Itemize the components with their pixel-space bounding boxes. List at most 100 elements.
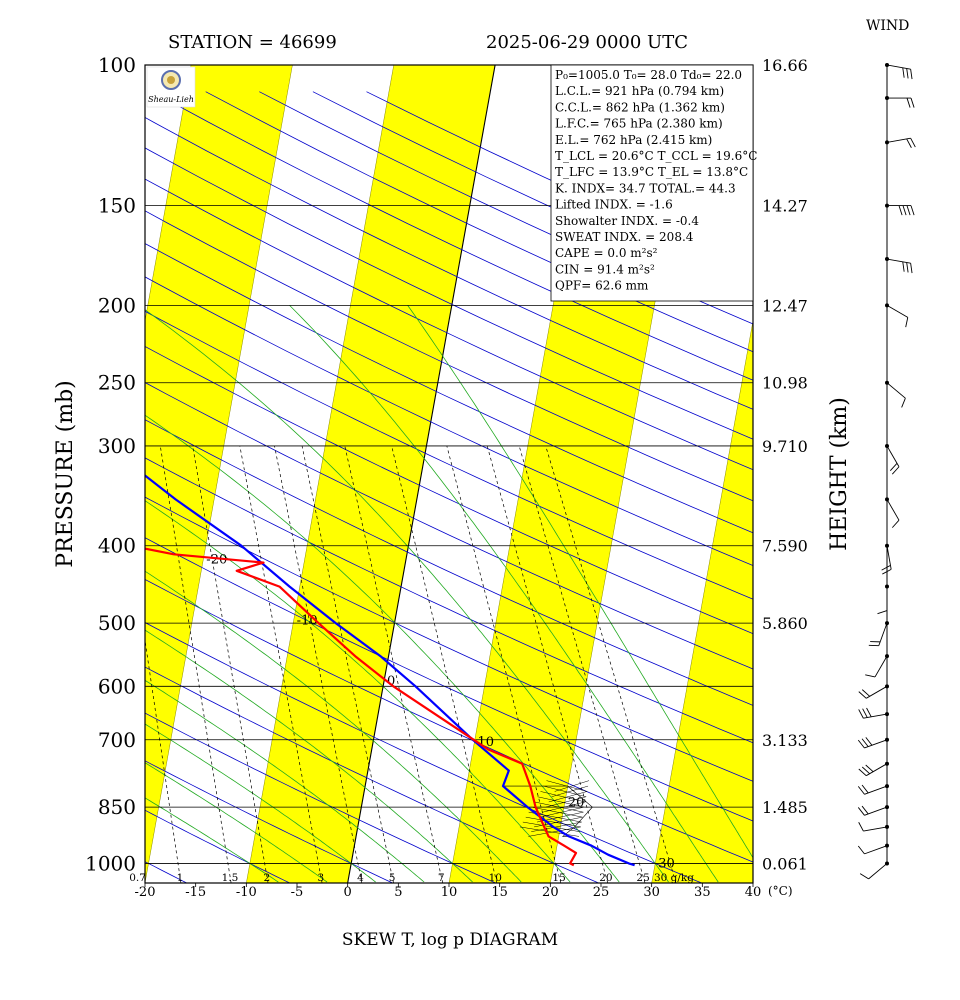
info-line: CIN = 91.4 m²s² (555, 262, 655, 276)
wind-barb-feather (858, 822, 864, 832)
cin-hatch-line (551, 785, 589, 797)
wind-barb-feather (902, 205, 907, 216)
wind-barb-feather (858, 768, 867, 777)
height-label: 9.710 (762, 437, 808, 456)
height-label: 14.27 (762, 197, 808, 216)
isotherm-label: 30 (658, 856, 675, 871)
info-line: T_LFC = 13.9°C T_EL = 13.8°C (555, 165, 748, 179)
x-tick-label: 10 (441, 885, 458, 900)
isotherm-line (145, 65, 293, 883)
isotherm-line (145, 65, 192, 323)
cin-hatch-line (528, 826, 581, 837)
isotherm-line (956, 65, 960, 883)
mixing-ratio-label: 30 g/kg (654, 872, 694, 884)
isotherm-line (651, 319, 753, 883)
y-tick-label: 300 (98, 434, 136, 458)
isotherm-label: -40 (26, 431, 47, 446)
dry-adiabats (145, 91, 753, 883)
dry-adiabat (145, 457, 753, 744)
height-label: 7.590 (762, 537, 808, 556)
info-box: P₀=1005.0 T₀= 28.0 Td₀= 22.0 L.C.L.= 921 … (550, 64, 757, 302)
x-tick-label: -20 (135, 885, 156, 900)
wind-barb-feather (861, 766, 870, 775)
wind-barb-feather (881, 565, 891, 571)
dry-adiabat (145, 178, 753, 471)
info-line: T_LCL = 20.6°C T_CCL = 19.6°C (555, 149, 757, 163)
moist-adiabat (407, 305, 753, 859)
mixing-ratio-line (145, 637, 182, 883)
moist-adiabat (145, 309, 669, 883)
moist-adiabat (145, 500, 571, 883)
dry-adiabat (145, 310, 753, 600)
cin-hatch-line (534, 816, 583, 828)
info-line: QPF= 62.6 mm (555, 279, 649, 293)
wind-barb-shaft (886, 382, 906, 399)
wind-barb-feather (858, 691, 867, 699)
mixing-ratio-label: 25 (636, 872, 649, 884)
isotherm-label: 20 (568, 796, 585, 811)
wind-barb-shaft (864, 845, 888, 855)
wind-barb-feather (906, 262, 909, 273)
x-tick-label: 35 (694, 885, 711, 900)
mixing-ratio-label: 0.7 (129, 872, 146, 884)
wind-barb-feather (910, 205, 915, 216)
dry-adiabat (145, 578, 753, 863)
isotherm-label: -20 (206, 552, 227, 567)
height-label: 1.485 (762, 798, 808, 817)
wind-barb-feather (910, 137, 916, 148)
wind-barb-shaft (874, 655, 888, 678)
wind-barb-feather (902, 67, 905, 78)
wind-barb-feather (857, 807, 865, 816)
wind-barb-feather (898, 205, 903, 216)
y-tick-label: 250 (98, 371, 136, 395)
info-line: Lifted INDX. = -1.6 (555, 198, 673, 212)
wind-barb-feather (861, 689, 870, 697)
info-line: K. INDX= 34.7 TOTAL.= 44.3 (555, 181, 736, 195)
cin-hatch-line (554, 780, 590, 792)
wind-barb-feather (865, 737, 873, 746)
info-line: L.C.L.= 921 hPa (0.794 km) (555, 84, 724, 98)
y-tick-labels: 100 150 200 250 300 400 500 600 700 850 1000 (85, 53, 136, 875)
wind-barb-feather (905, 317, 909, 328)
cin-hatch-line (548, 791, 588, 803)
cin-hatch-line (540, 791, 586, 803)
y-tick-label: 700 (98, 728, 136, 752)
cin-hatch-line (539, 806, 585, 818)
wind-column (857, 63, 916, 880)
x-unit-label: (°C) (768, 884, 793, 898)
wind-barb-feather (910, 97, 915, 108)
mixing-ratio-line (159, 445, 232, 883)
wind-barb-shaft (886, 499, 900, 521)
wind-barb-shaft (868, 863, 888, 880)
station-label: STATION = 46699 (168, 32, 337, 53)
dry-adiabat (145, 496, 753, 782)
wind-barb-feather (906, 97, 911, 108)
mixing-ratio-label: 20 (599, 872, 612, 884)
wind-barb-feather (877, 610, 888, 615)
wind-barb-feather (902, 261, 905, 272)
wind-barb-feather (889, 462, 898, 472)
moist-adiabat (289, 305, 719, 883)
moist-adiabat (145, 679, 425, 883)
moist-adiabat (145, 797, 279, 883)
wind-barb-feather (865, 674, 876, 678)
info-line: L.F.C.= 765 hPa (2.380 km) (555, 117, 723, 131)
datetime-label: 2025-06-29 0000 UTC (486, 32, 688, 53)
info-line: CAPE = 0.0 m²s² (555, 246, 658, 260)
x-tick-label: 15 (491, 885, 508, 900)
cin-hatch-line (543, 785, 587, 797)
logo: Sheau-Lieh (146, 66, 196, 108)
y-tick-label: 1000 (85, 851, 136, 875)
dry-adiabat (145, 666, 599, 883)
x-tick-label: -10 (236, 885, 257, 900)
dry-adiabat (145, 147, 753, 440)
wind-barb-feather (859, 873, 869, 880)
dry-adiabat (145, 760, 393, 883)
y-tick-label: 150 (98, 194, 136, 218)
wind-barb-feather (901, 397, 906, 408)
wind-barb-feather (882, 568, 892, 575)
dry-adiabat (145, 345, 753, 635)
wind-barb-feather (857, 845, 865, 855)
